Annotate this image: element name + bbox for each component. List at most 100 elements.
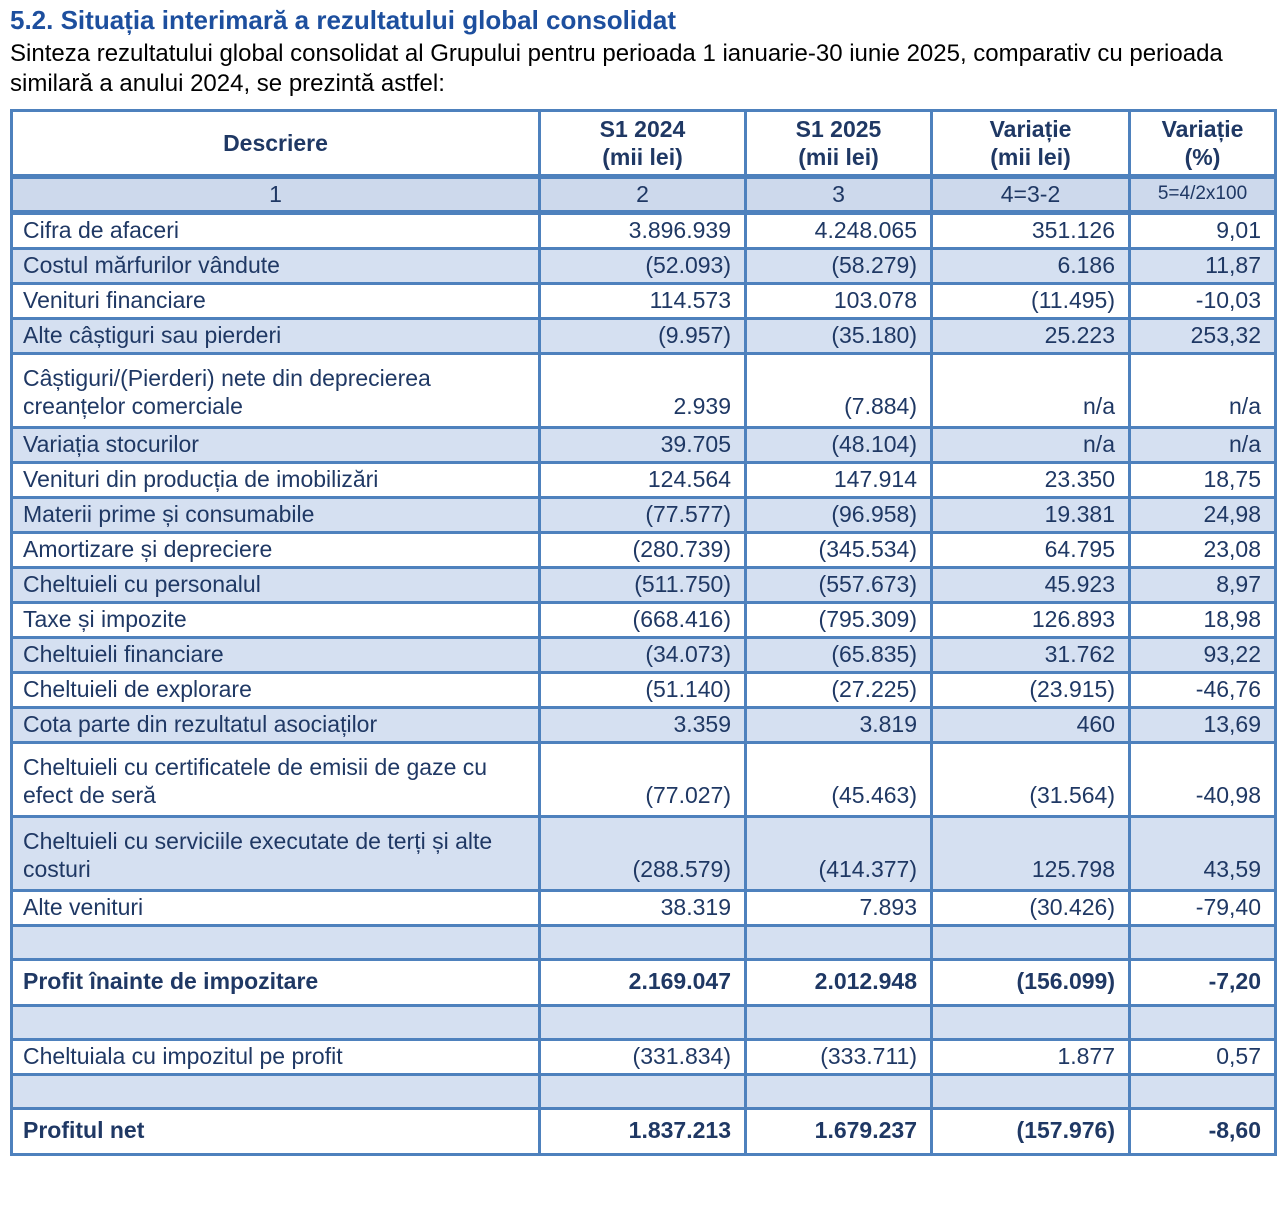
value-s1-2025: 1.679.237	[744, 1106, 933, 1156]
row-description: Profit înainte de impozitare	[10, 957, 541, 1007]
value-s1-2025: (96.958)	[744, 495, 933, 534]
row-description: Cheltuieli cu personalul	[10, 565, 541, 604]
value-variation-pct	[1128, 923, 1277, 961]
row-description: Cheltuieli cu serviciile executate de te…	[10, 814, 541, 892]
table-row: Cheltuieli de explorare (51.140) (27.225)(…	[10, 670, 1277, 709]
row-description: Cheltuieli cu certificatele de emisii de…	[10, 740, 541, 818]
value-s1-2024: (288.579)	[538, 814, 747, 892]
value-variation-lei: 64.795	[930, 530, 1131, 569]
column-number-cell: 1	[10, 174, 541, 215]
value-s1-2025: (7.884)	[744, 351, 933, 429]
row-description	[10, 1072, 541, 1110]
value-variation-lei: 460	[930, 705, 1131, 744]
table-row: Profit înainte de impozitare 2.169.047 2.0…	[10, 957, 1277, 1007]
value-s1-2025: (795.309)	[744, 600, 933, 639]
value-s1-2024	[538, 923, 747, 961]
table-head: Descriere S1 2024 (mii lei) S1 2025 (mii lei…	[10, 108, 1277, 215]
value-variation-pct: 18,75	[1128, 460, 1277, 499]
value-variation-lei: 1.877	[930, 1037, 1131, 1076]
row-description: Amortizare și depreciere	[10, 530, 541, 569]
value-variation-pct: 0,57	[1128, 1037, 1277, 1076]
value-variation-lei: (11.495)	[930, 281, 1131, 320]
value-s1-2025: (45.463)	[744, 740, 933, 818]
column-number-cell: 5=4/2x100	[1128, 174, 1277, 215]
value-variation-lei: 31.762	[930, 635, 1131, 674]
column-header: S1 2024 (mii lei)	[538, 108, 747, 179]
column-header-line2: (mii lei)	[798, 143, 879, 170]
column-header-line1: S1 2025	[795, 115, 882, 142]
row-description: Cheltuieli de explorare	[10, 670, 541, 709]
value-variation-lei: 351.126	[930, 210, 1131, 250]
value-s1-2025	[744, 1003, 933, 1041]
value-s1-2024: (77.027)	[538, 740, 747, 818]
value-variation-lei: 6.186	[930, 246, 1131, 285]
value-variation-lei: 45.923	[930, 565, 1131, 604]
table-row: Taxe și impozite (668.416) (795.309) 126.89…	[10, 600, 1277, 639]
value-variation-lei: 23.350	[930, 460, 1131, 499]
spacer-row	[10, 1072, 1277, 1110]
value-s1-2024: (280.739)	[538, 530, 747, 569]
value-s1-2024: 114.573	[538, 281, 747, 320]
row-description	[10, 1003, 541, 1041]
value-s1-2025: (333.711)	[744, 1037, 933, 1076]
value-variation-pct: 11,87	[1128, 246, 1277, 285]
value-s1-2024: 1.837.213	[538, 1106, 747, 1156]
value-variation-pct: 9,01	[1128, 210, 1277, 250]
row-description: Cota parte din rezultatul asociaților	[10, 705, 541, 744]
value-variation-pct: 8,97	[1128, 565, 1277, 604]
value-variation-pct: -46,76	[1128, 670, 1277, 709]
value-variation-pct: 253,32	[1128, 316, 1277, 355]
column-number-cell: 2	[538, 174, 747, 215]
value-variation-pct	[1128, 1072, 1277, 1110]
value-s1-2025: (557.673)	[744, 565, 933, 604]
column-header-line2: (%)	[1184, 143, 1221, 170]
table-row: Venituri din producția de imobilizări 124…	[10, 460, 1277, 499]
row-description: Variația stocurilor	[10, 425, 541, 464]
column-header-line2: (mii lei)	[602, 143, 683, 170]
column-header: Variație (mii lei)	[930, 108, 1131, 179]
value-variation-pct	[1128, 1003, 1277, 1041]
value-s1-2024: 3.359	[538, 705, 747, 744]
value-s1-2025: (345.534)	[744, 530, 933, 569]
value-variation-pct: 43,59	[1128, 814, 1277, 892]
table-row: Câștiguri/(Pierderi) nete din depreciere…	[10, 351, 1277, 429]
table-row: Alte venituri 38.319 7.893 (30.426) -79,40	[10, 888, 1277, 927]
row-description: Cifra de afaceri	[10, 210, 541, 250]
value-s1-2024: (511.750)	[538, 565, 747, 604]
column-header-line2: (mii lei)	[990, 143, 1071, 170]
value-variation-pct: 18,98	[1128, 600, 1277, 639]
value-s1-2024: 3.896.939	[538, 210, 747, 250]
value-s1-2025: 2.012.948	[744, 957, 933, 1007]
value-variation-lei: 25.223	[930, 316, 1131, 355]
value-s1-2025: (414.377)	[744, 814, 933, 892]
value-variation-lei: (156.099)	[930, 957, 1131, 1007]
value-variation-lei: (30.426)	[930, 888, 1131, 927]
column-number-cell: 3	[744, 174, 933, 215]
table-row: Cheltuieli cu serviciile executate de te…	[10, 814, 1277, 892]
value-variation-lei	[930, 1003, 1131, 1041]
value-variation-lei: 125.798	[930, 814, 1131, 892]
table-row: Cheltuiala cu impozitul pe profit (331.83…	[10, 1037, 1277, 1076]
table-row: Cota parte din rezultatul asociaților 3.3…	[10, 705, 1277, 744]
column-header: S1 2025 (mii lei)	[744, 108, 933, 179]
column-number-cell: 4=3-2	[930, 174, 1131, 215]
table-row: Profitul net 1.837.213 1.679.237 (157.976) -…	[10, 1106, 1277, 1156]
table-row: Costul mărfurilor vândute (52.093) (58.279…	[10, 246, 1277, 285]
value-variation-pct: -7,20	[1128, 957, 1277, 1007]
row-description: Venituri din producția de imobilizări	[10, 460, 541, 499]
value-s1-2025: 7.893	[744, 888, 933, 927]
value-s1-2025	[744, 1072, 933, 1110]
value-s1-2025: (27.225)	[744, 670, 933, 709]
value-variation-pct: -40,98	[1128, 740, 1277, 818]
value-s1-2024: (51.140)	[538, 670, 747, 709]
value-variation-lei: (157.976)	[930, 1106, 1131, 1156]
section-title: 5.2. Situația interimară a rezultatului …	[10, 5, 677, 35]
value-variation-lei: n/a	[930, 351, 1131, 429]
value-s1-2025: (35.180)	[744, 316, 933, 355]
column-header: Variație (%)	[1128, 108, 1277, 179]
value-s1-2025: 103.078	[744, 281, 933, 320]
row-description: Profitul net	[10, 1106, 541, 1156]
table-row: Venituri financiare 114.573 103.078 (11.495…	[10, 281, 1277, 320]
spacer-row	[10, 923, 1277, 961]
